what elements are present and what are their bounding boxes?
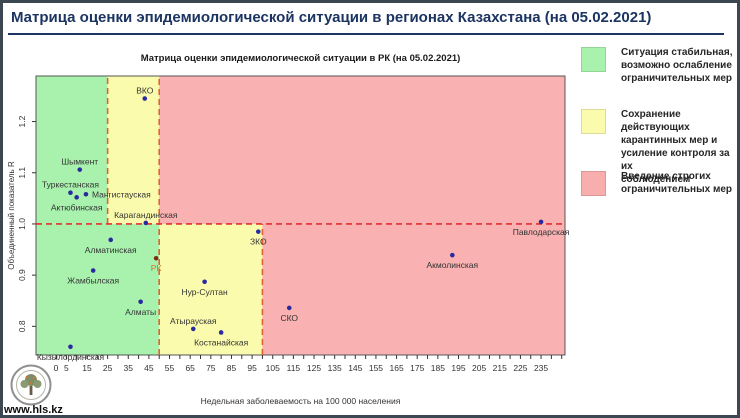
data-point xyxy=(143,220,149,226)
y-tick-label: 0.8 xyxy=(17,320,27,332)
point-label: Кызылординская xyxy=(37,352,105,362)
data-point xyxy=(450,252,455,258)
risk-zone xyxy=(36,223,160,355)
risk-zone xyxy=(36,76,108,224)
data-point xyxy=(90,268,96,273)
data-point xyxy=(77,167,83,172)
hls-logo-emblem xyxy=(10,364,52,406)
point-label: Жамбылская xyxy=(67,276,119,286)
data-point xyxy=(202,279,207,285)
y-tick-label: 1.1 xyxy=(17,167,27,179)
risk-zone xyxy=(159,76,566,224)
x-tick-label: 0 xyxy=(54,363,59,373)
point-label: Нур-Султан xyxy=(182,287,229,297)
data-point xyxy=(68,190,73,196)
data-point xyxy=(138,299,143,305)
chart-title: Матрица оценки эпидемиологической ситуац… xyxy=(141,53,461,64)
legend-item-strict-measures-zone: Введение строгих ограничительных мер xyxy=(581,171,732,196)
point-label: РК xyxy=(151,263,162,273)
x-tick-label: 195 xyxy=(451,363,465,373)
x-tick-label: 175 xyxy=(410,363,424,373)
point-label: Акмолинская xyxy=(426,260,478,270)
page-title: Матрица оценки эпидемиологической ситуац… xyxy=(11,9,652,26)
point-label: Актюбинская xyxy=(51,202,103,212)
data-point xyxy=(538,219,544,225)
x-tick-label: 155 xyxy=(369,363,383,373)
epidemic-matrix-chart: 0 5 15 25 35 45 55 65 75 85 95 105 115 125 135 145 155 16… xyxy=(7,53,570,406)
point-label: Шымкент xyxy=(61,157,98,167)
point-label: ВКО xyxy=(136,86,154,96)
x-tick-label: 105 xyxy=(266,363,280,373)
x-tick-label: 25 xyxy=(103,363,113,373)
data-point xyxy=(74,195,79,200)
y-tick-label: 1.0 xyxy=(17,218,27,230)
x-tick-label: 205 xyxy=(472,363,486,373)
point-label: Атырауская xyxy=(170,316,217,326)
risk-zone xyxy=(159,223,263,355)
y-tick-label: 0.9 xyxy=(17,269,27,281)
x-tick-label: 75 xyxy=(206,363,216,373)
data-point xyxy=(218,330,224,335)
risk-zone xyxy=(262,223,565,355)
data-point xyxy=(83,191,89,197)
point-label: Алматинская xyxy=(85,245,137,255)
x-tick-label: 45 xyxy=(144,363,154,373)
x-tick-label: 125 xyxy=(307,363,321,373)
x-tick-label: 215 xyxy=(493,363,507,373)
watermark-url: www.hls.kz xyxy=(4,404,63,416)
point-label: Карагандинская xyxy=(114,210,178,220)
legend-item-keep-measures-zone: Сохранение действующих карантинных мер и… xyxy=(581,109,737,186)
x-tick-label: 145 xyxy=(348,363,362,373)
point-label: Павлодарская xyxy=(513,227,570,237)
legend-label: Сохранение действующих карантинных мер и… xyxy=(621,109,730,185)
x-tick-label: 235 xyxy=(534,363,548,373)
point-label: Мангистауская xyxy=(92,189,151,199)
legend-swatch xyxy=(581,171,606,196)
data-point xyxy=(190,326,196,332)
legend-label: Введение строгих ограничительных мер xyxy=(621,171,733,195)
x-tick-label: 225 xyxy=(513,363,527,373)
x-tick-label: 135 xyxy=(328,363,342,373)
data-point xyxy=(153,255,159,261)
legend-item-stable-zone: Ситуация стабильная, возможно ослабление… xyxy=(581,47,732,85)
x-axis-title: Недельная заболеваемость на 100 000 насе… xyxy=(201,396,401,406)
hls-logo xyxy=(10,364,52,406)
x-tick-label: 55 xyxy=(165,363,175,373)
point-label: Костанайская xyxy=(194,337,249,347)
data-point xyxy=(255,229,261,234)
data-point xyxy=(108,237,114,243)
legend-label: Ситуация стабильная, возможно ослабление… xyxy=(621,47,733,84)
x-tick-label: 185 xyxy=(431,363,445,373)
x-tick-label: 35 xyxy=(124,363,134,373)
x-tick-label: 95 xyxy=(247,363,257,373)
point-label: Туркестанская xyxy=(42,180,99,190)
x-tick-label: 5 xyxy=(64,363,69,373)
data-point xyxy=(142,96,148,101)
plot-frame xyxy=(35,75,566,356)
x-tick-label: 85 xyxy=(227,363,237,373)
point-label: ЗКО xyxy=(250,237,267,247)
x-tick-label: 15 xyxy=(82,363,92,373)
y-axis-title: Объединенный показатель R xyxy=(7,161,16,270)
x-tick-label: 165 xyxy=(389,363,403,373)
title-underline xyxy=(8,33,724,35)
y-tick-label: 1.2 xyxy=(17,115,27,127)
data-point xyxy=(68,344,73,350)
risk-zone xyxy=(107,76,160,224)
x-tick-label: 65 xyxy=(185,363,195,373)
legend-swatch xyxy=(581,109,606,134)
x-tick-label: 115 xyxy=(287,363,301,373)
data-point xyxy=(286,305,292,311)
point-label: СКО xyxy=(280,313,298,323)
point-label: Алматы xyxy=(125,307,156,317)
legend-swatch xyxy=(581,47,606,72)
